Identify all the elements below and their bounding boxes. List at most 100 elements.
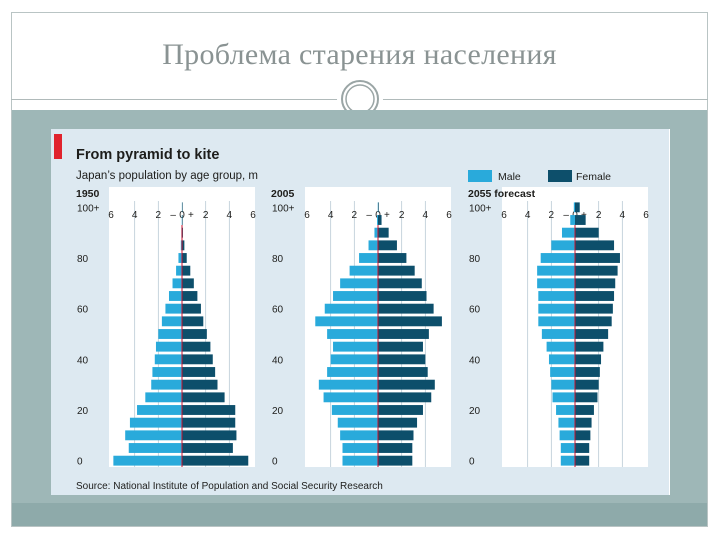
male-bar [155, 341, 182, 352]
y-tick-label: 100+ [77, 203, 100, 214]
female-bar [575, 278, 616, 289]
y-tick-label: 100+ [272, 203, 295, 214]
female-bar [378, 303, 434, 314]
female-bar [575, 341, 604, 352]
male-bar [570, 215, 575, 225]
male-bar [168, 291, 182, 301]
male-bar [550, 367, 575, 377]
female-bar [182, 240, 185, 251]
male-bar [541, 329, 575, 339]
panel-label-0: 1950 [76, 188, 100, 200]
x-tick-label: 4 [423, 210, 429, 221]
panel-tick-strip-2 [502, 187, 648, 203]
legend-swatch-male [468, 170, 492, 182]
male-bar [558, 417, 575, 428]
male-bar [537, 265, 575, 276]
panel-label-2: 2055 forecast [468, 188, 536, 200]
male-bar [556, 405, 575, 415]
male-bar [538, 291, 575, 301]
female-bar [378, 227, 389, 238]
male-bar [377, 215, 378, 225]
male-bar [374, 227, 378, 238]
female-bar [182, 354, 213, 365]
female-bar [378, 253, 407, 263]
male-bar [318, 379, 378, 390]
female-bar [575, 329, 609, 339]
female-bar [182, 291, 198, 301]
female-bar [182, 202, 183, 213]
female-bar [575, 202, 580, 213]
x-tick-label: 2 [203, 210, 209, 221]
male-bar [551, 240, 575, 251]
female-bar [378, 405, 423, 415]
female-bar [182, 455, 249, 466]
male-bar [331, 405, 378, 415]
male-bar [137, 405, 182, 415]
female-bar [378, 392, 432, 403]
female-bar [575, 367, 600, 377]
x-tick-label: 2 [156, 210, 162, 221]
female-bar [575, 455, 590, 466]
female-bar [182, 215, 183, 225]
male-bar [154, 354, 182, 365]
male-bar [327, 329, 378, 339]
x-tick-label: 4 [328, 210, 334, 221]
y-tick-label: 0 [272, 457, 278, 468]
chart-panel: From pyramid to kite Japan’s population … [51, 129, 670, 495]
male-bar [158, 329, 182, 339]
male-bar [152, 367, 182, 377]
footer-bar [12, 503, 707, 526]
male-bar [151, 379, 182, 390]
female-bar [378, 354, 426, 365]
female-bar [378, 430, 414, 441]
male-bar [342, 455, 378, 466]
female-bar [378, 278, 422, 289]
male-bar [349, 265, 378, 276]
slide-title: Проблема старения населения [162, 38, 557, 71]
x-tick-label: 6 [250, 210, 256, 221]
x-tick-label: 6 [304, 210, 310, 221]
male-bar [129, 417, 182, 428]
female-bar [182, 278, 194, 289]
y-tick-label: 80 [77, 254, 89, 265]
female-bar [575, 240, 615, 251]
male-bar [538, 303, 575, 314]
male-bar [315, 316, 378, 327]
x-tick-label: 2 [352, 210, 358, 221]
male-bar [327, 367, 378, 377]
male-bar [552, 392, 575, 403]
male-bar [551, 379, 575, 390]
female-bar [182, 341, 211, 352]
x-tick-label: 4 [620, 210, 626, 221]
female-bar [182, 265, 191, 276]
female-bar [378, 202, 379, 213]
x-tick-label: 6 [108, 210, 114, 221]
legend-swatch-female [548, 170, 572, 182]
female-bar [575, 392, 598, 403]
female-bar [182, 417, 236, 428]
y-tick-label: 80 [469, 254, 481, 265]
female-bar [378, 341, 423, 352]
female-bar [182, 367, 216, 377]
population-pyramid-chart: From pyramid to kite Japan’s population … [54, 134, 649, 492]
male-bar [546, 341, 575, 352]
female-bar [182, 405, 236, 415]
female-bar [182, 379, 218, 390]
y-tick-label: 20 [272, 406, 284, 417]
male-bar [342, 443, 378, 453]
x-tick-label: 2 [399, 210, 405, 221]
pyramid-panels: 1950642–0+246020406080100+2005642–0+2460… [76, 187, 649, 468]
x-tick-label: 6 [446, 210, 452, 221]
female-bar [575, 291, 615, 301]
y-tick-label: 40 [469, 355, 481, 366]
male-bar [560, 455, 575, 466]
y-tick-label: 0 [77, 457, 83, 468]
x-tick-label: 6 [501, 210, 507, 221]
male-bar [561, 227, 575, 238]
male-bar [161, 316, 182, 327]
y-tick-label: 0 [469, 457, 475, 468]
x-tick-label: + [384, 210, 390, 221]
male-bar [128, 443, 182, 453]
female-bar [575, 417, 592, 428]
male-bar [172, 278, 182, 289]
